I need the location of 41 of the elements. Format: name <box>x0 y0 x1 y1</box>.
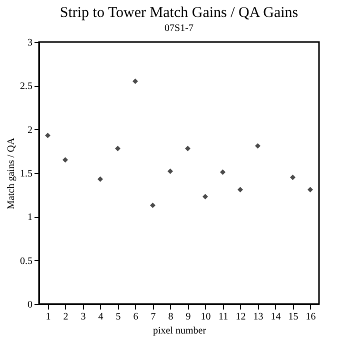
point <box>290 174 296 180</box>
point <box>132 78 138 84</box>
x-tick-label: 16 <box>306 312 316 322</box>
chart-title: Strip to Tower Match Gains / QA Gains <box>60 5 298 21</box>
x-tick-label: 7 <box>150 312 156 322</box>
x-tick-label: 15 <box>288 312 298 322</box>
x-tick-label: 6 <box>133 312 138 322</box>
point <box>45 132 50 138</box>
y-tick-label: 1.5 <box>20 168 32 180</box>
y-tick-label: 0 <box>28 300 32 310</box>
point <box>220 169 226 175</box>
x-tick-label: 10 <box>200 312 211 322</box>
point <box>168 168 173 174</box>
point <box>115 146 120 152</box>
point <box>98 176 103 182</box>
y-tick-label: 0.5 <box>20 256 32 267</box>
x-tick-label: 8 <box>168 312 174 322</box>
chart-subtitle: 07S1-7 <box>164 23 194 34</box>
x-tick-label: 12 <box>236 312 246 322</box>
y-tick-label: 2.5 <box>20 81 32 92</box>
y-tick-label: 1 <box>28 212 32 224</box>
point <box>202 194 208 200</box>
x-tick-label: 3 <box>80 312 86 322</box>
y-tick-label: 2 <box>28 124 32 136</box>
x-tick-label: 14 <box>270 312 281 322</box>
point <box>238 186 243 192</box>
x-tick-label: 11 <box>218 312 228 322</box>
y-tick-label: 3 <box>28 38 32 48</box>
x-axis-title: pixel number <box>152 326 207 336</box>
x-tick-label: 5 <box>116 312 121 322</box>
point <box>150 202 156 208</box>
point <box>308 186 313 192</box>
point <box>62 157 68 163</box>
x-tick-label: 2 <box>63 312 68 322</box>
x-tick-label: 9 <box>186 312 191 322</box>
x-tick-label: 1 <box>46 312 51 322</box>
y-axis-title: Match gains / QA <box>6 137 17 210</box>
point <box>255 143 260 149</box>
x-tick-label: 13 <box>253 312 264 322</box>
x-tick-label: 4 <box>98 312 104 322</box>
point <box>185 146 190 152</box>
